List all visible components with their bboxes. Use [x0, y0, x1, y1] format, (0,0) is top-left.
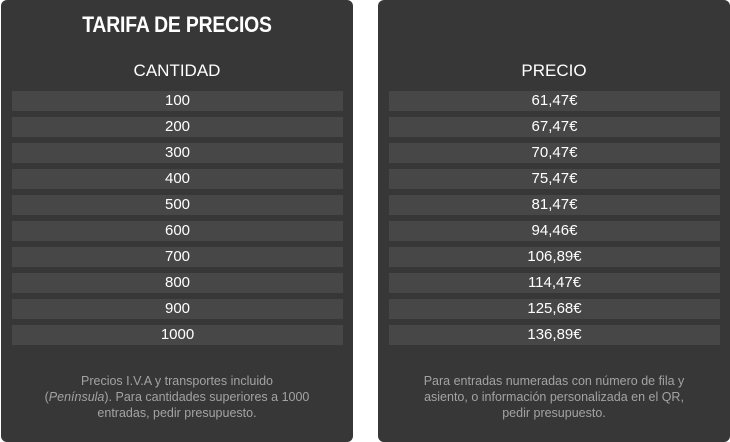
footnote-line: ). Para cantidades superiores a 1000: [104, 390, 310, 404]
quantity-row: 500: [12, 195, 343, 215]
price-row: 70,47€: [389, 143, 720, 163]
quantity-row: 900: [12, 299, 343, 319]
quantity-list: 100 200 300 400 500 600 700 800 900 1000: [12, 91, 343, 351]
quantity-row: 700: [12, 247, 343, 267]
price-panel: PRECIO 61,47€ 67,47€ 70,47€ 75,47€ 81,47…: [378, 0, 730, 442]
footnote-line: pedir presupuesto.: [502, 406, 606, 420]
price-row: 114,47€: [389, 273, 720, 293]
quantity-row: 600: [12, 221, 343, 241]
price-row: 136,89€: [389, 325, 720, 345]
quantity-row: 1000: [12, 325, 343, 345]
price-list-title: TARIFA DE PRECIOS: [82, 12, 272, 37]
footnote-line: asiento, o información personalizada en …: [424, 390, 684, 404]
quantity-row: 300: [12, 143, 343, 163]
footnote-line: entradas, pedir presupuesto.: [97, 406, 257, 420]
price-row: 81,47€: [389, 195, 720, 215]
price-list: 61,47€ 67,47€ 70,47€ 75,47€ 81,47€ 94,46…: [389, 91, 720, 351]
quantity-footnote: Precios I.V.A y transportes incluido (Pe…: [31, 373, 323, 421]
price-row: 106,89€: [389, 247, 720, 267]
quantity-column-header: CANTIDAD: [133, 61, 221, 80]
quantity-panel: TARIFA DE PRECIOS CANTIDAD 100 200 300 4…: [1, 0, 353, 442]
footnote-region: Península: [48, 390, 105, 404]
footnote-line: Precios I.V.A y transportes incluido: [81, 374, 273, 388]
price-row: 61,47€: [389, 91, 720, 111]
price-footnote: Para entradas numeradas con número de fi…: [408, 373, 700, 421]
quantity-row: 100: [12, 91, 343, 111]
price-row: 75,47€: [389, 169, 720, 189]
quantity-row: 400: [12, 169, 343, 189]
footnote-paren: (: [44, 390, 49, 404]
quantity-row: 200: [12, 117, 343, 137]
price-row: 94,46€: [389, 221, 720, 241]
footnote-line: Para entradas numeradas con número de fi…: [423, 374, 685, 388]
quantity-row: 800: [12, 273, 343, 293]
price-column-header: PRECIO: [521, 61, 587, 80]
price-row: 125,68€: [389, 299, 720, 319]
price-row: 67,47€: [389, 117, 720, 137]
